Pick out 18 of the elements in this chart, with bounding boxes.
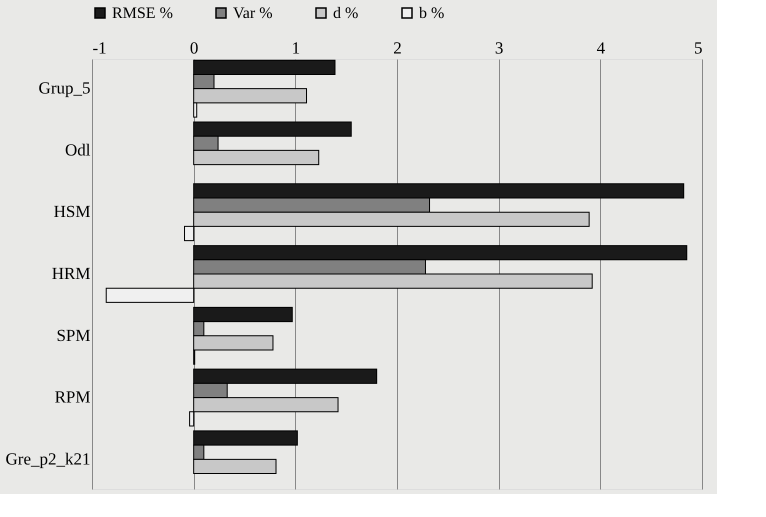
- y-tick-label: Gre_p2_k21: [6, 449, 90, 468]
- y-tick-label: RPM: [54, 388, 90, 407]
- x-tick-label: 5: [694, 38, 702, 58]
- y-tick-label: HSM: [54, 202, 90, 222]
- x-tick-label: 0: [190, 38, 198, 58]
- y-tick-label: Odl: [65, 140, 91, 160]
- y-tick-label: Grup_5: [38, 78, 90, 98]
- x-tick-label: 4: [596, 38, 606, 58]
- x-tick-label: 2: [393, 38, 402, 58]
- legend-label: d %: [333, 5, 358, 22]
- x-tick-label: 3: [494, 38, 504, 58]
- legend-label: b %: [419, 5, 444, 22]
- x-tick-label: 1: [292, 38, 300, 58]
- y-tick-label: SPM: [56, 326, 90, 345]
- y-tick-label: HRM: [52, 264, 90, 283]
- legend-label: RMSE %: [112, 5, 173, 22]
- x-tick-label: -1: [92, 38, 107, 58]
- legend-label: Var %: [233, 5, 273, 22]
